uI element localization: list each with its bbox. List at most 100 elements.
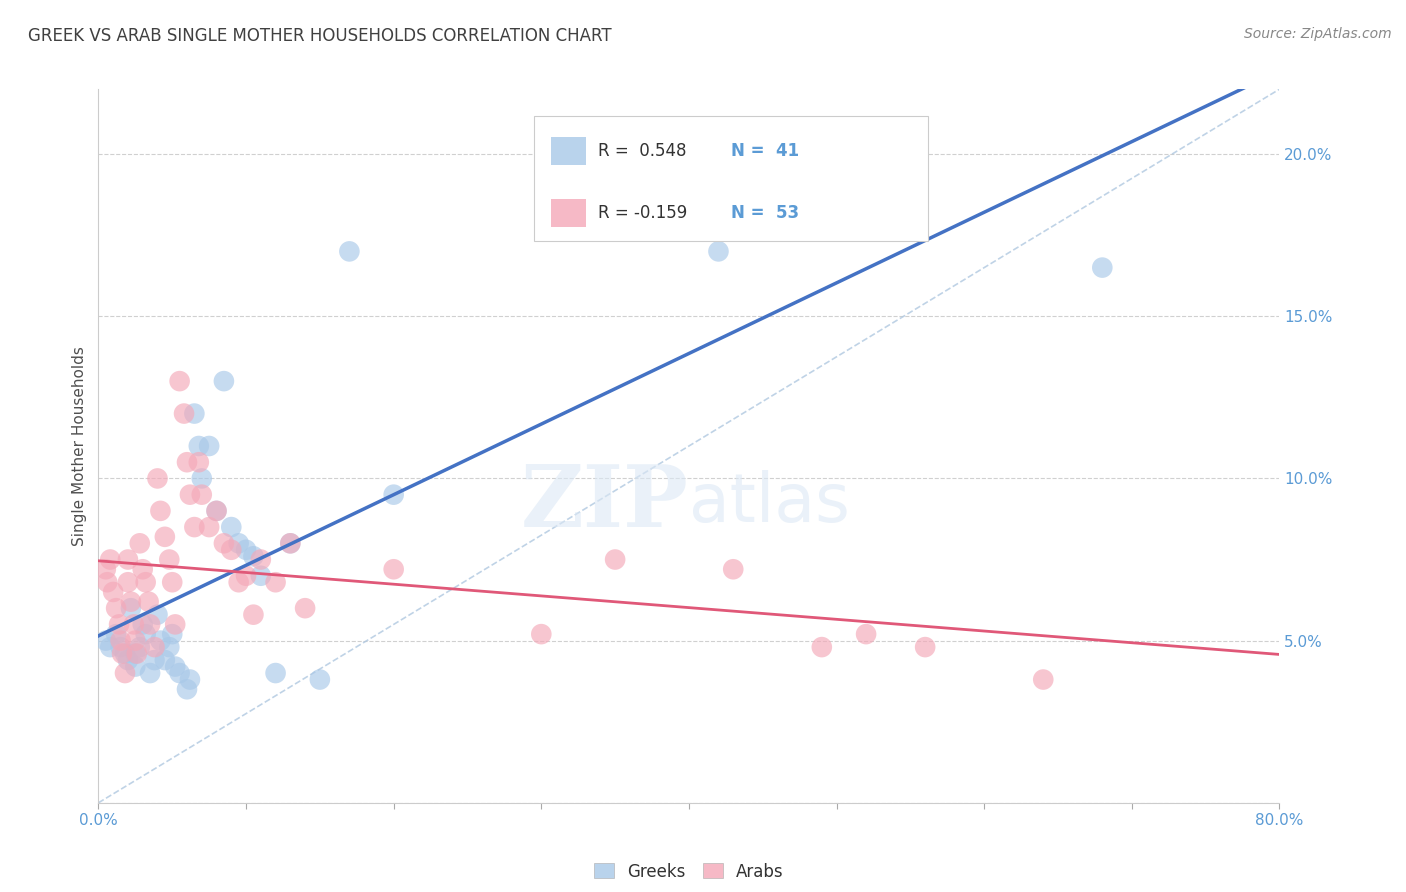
Point: [187, 439, 209, 453]
Point: [146, 607, 169, 622]
Point: [250, 552, 273, 566]
Point: [228, 536, 250, 550]
Point: [110, 633, 132, 648]
Point: [98, 552, 121, 566]
Point: [309, 673, 332, 687]
Point: [114, 666, 136, 681]
Text: GREEK VS ARAB SINGLE MOTHER HOUSEHOLDS CORRELATION CHART: GREEK VS ARAB SINGLE MOTHER HOUSEHOLDS C…: [28, 27, 612, 45]
Point: [162, 575, 183, 590]
Point: [98, 640, 121, 654]
Point: [124, 659, 146, 673]
Point: [143, 653, 166, 667]
Point: [128, 640, 150, 654]
Point: [124, 633, 146, 648]
Point: [183, 407, 205, 421]
Point: [278, 536, 302, 550]
Point: [264, 575, 287, 590]
Point: [149, 633, 172, 648]
Point: [169, 666, 191, 681]
Point: [183, 520, 205, 534]
Point: [382, 562, 405, 576]
Point: [382, 488, 405, 502]
Point: [294, 601, 316, 615]
Point: [169, 374, 191, 388]
Point: [212, 374, 235, 388]
Text: Source: ZipAtlas.com: Source: ZipAtlas.com: [1244, 27, 1392, 41]
Point: [132, 617, 155, 632]
Point: [120, 595, 142, 609]
Point: [228, 575, 250, 590]
Point: [157, 552, 180, 566]
Point: [146, 471, 169, 485]
Text: atlas: atlas: [689, 470, 849, 536]
Point: [707, 244, 730, 259]
Point: [191, 488, 214, 502]
Point: [219, 542, 242, 557]
Point: [205, 504, 228, 518]
Point: [120, 601, 142, 615]
Point: [179, 673, 201, 687]
Point: [124, 647, 146, 661]
Point: [191, 471, 214, 485]
Point: [250, 568, 273, 582]
Point: [173, 407, 195, 421]
Point: [162, 627, 183, 641]
Point: [114, 647, 136, 661]
Point: [337, 244, 360, 259]
Point: [205, 504, 228, 518]
Point: [212, 536, 235, 550]
Point: [153, 530, 176, 544]
Point: [157, 640, 180, 654]
Point: [117, 653, 139, 667]
Point: [128, 536, 150, 550]
Point: [103, 585, 125, 599]
Point: [122, 617, 145, 632]
Point: [1032, 673, 1054, 687]
Legend: Greeks, Arabs: Greeks, Arabs: [588, 856, 790, 888]
Point: [176, 455, 198, 469]
Point: [278, 536, 302, 550]
Point: [810, 640, 832, 654]
Point: [187, 455, 209, 469]
Point: [135, 575, 157, 590]
Point: [242, 607, 264, 622]
Point: [111, 647, 134, 661]
Point: [132, 562, 155, 576]
Point: [721, 562, 744, 576]
Point: [143, 640, 166, 654]
Point: [1091, 260, 1114, 275]
Text: R = -0.159: R = -0.159: [598, 204, 686, 222]
Point: [855, 627, 877, 641]
Text: R =  0.548: R = 0.548: [598, 142, 686, 160]
Text: N =  53: N = 53: [731, 204, 799, 222]
Point: [914, 640, 936, 654]
Point: [235, 568, 257, 582]
Point: [96, 575, 118, 590]
Point: [153, 653, 176, 667]
Point: [138, 595, 160, 609]
Point: [94, 562, 117, 576]
Point: [94, 633, 117, 648]
Point: [165, 617, 187, 632]
Y-axis label: Single Mother Households: Single Mother Households: [72, 346, 87, 546]
Point: [179, 488, 201, 502]
Point: [117, 552, 139, 566]
Point: [198, 520, 221, 534]
Point: [117, 575, 139, 590]
Point: [139, 617, 162, 632]
Point: [149, 504, 172, 518]
Point: [105, 627, 128, 641]
Point: [135, 627, 157, 641]
Point: [530, 627, 553, 641]
Point: [110, 640, 132, 654]
Point: [264, 666, 287, 681]
Point: [605, 552, 627, 566]
Point: [242, 549, 264, 564]
Text: N =  41: N = 41: [731, 142, 799, 160]
Point: [108, 617, 131, 632]
Point: [165, 659, 187, 673]
Text: ZIP: ZIP: [522, 461, 689, 545]
Point: [125, 647, 148, 661]
Point: [176, 682, 198, 697]
Point: [219, 520, 242, 534]
